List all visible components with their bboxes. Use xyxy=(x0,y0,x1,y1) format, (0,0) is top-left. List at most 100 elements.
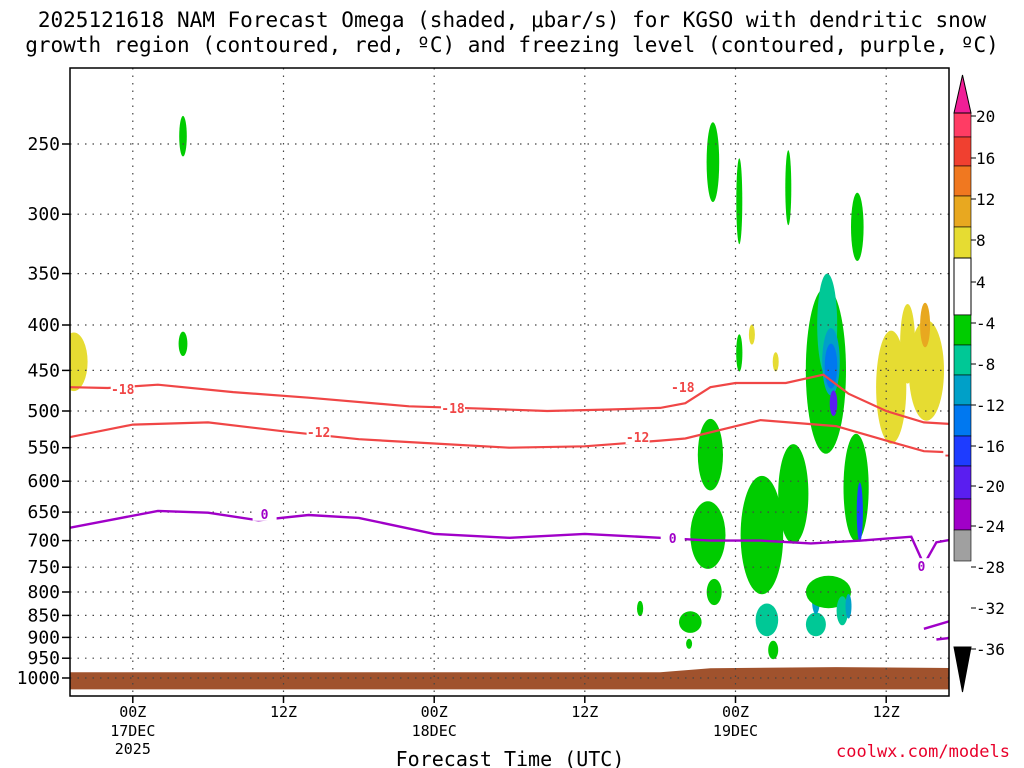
colorbar-seg-13 xyxy=(953,529,972,562)
dgz-label-minus12-a: -12 xyxy=(307,426,330,441)
colorbar-label-1: 16 xyxy=(976,149,995,168)
colorbar-seg-10 xyxy=(953,435,972,467)
omega-cell-13 xyxy=(768,640,779,660)
colorbar-label-4: 4 xyxy=(976,273,986,292)
colorbar-label-6: -8 xyxy=(976,355,995,374)
chart-title-line2: growth region (contoured, red, ºC) and f… xyxy=(25,33,999,57)
x-tick-date-0: 17DEC xyxy=(110,722,155,740)
omega-cell-4 xyxy=(679,611,702,633)
y-tick-label-3: 400 xyxy=(27,315,60,336)
omega-cell-40 xyxy=(1007,276,1015,374)
colorbar-label-5: -4 xyxy=(976,314,995,333)
x-tick-label-4: 00Z xyxy=(722,703,749,721)
colorbar-seg-6 xyxy=(953,314,972,346)
freezing-label-c: 0 xyxy=(917,560,925,575)
freezing-label-c-bg xyxy=(909,558,934,574)
x-axis-label: Forecast Time (UTC) xyxy=(396,747,625,768)
omega-cell-8 xyxy=(697,418,724,491)
y-tick-label-6: 550 xyxy=(27,438,60,459)
dgz-label-minus18-b-bg xyxy=(441,399,465,415)
y-tick-label-5: 500 xyxy=(27,401,60,422)
omega-cell-30 xyxy=(70,332,88,392)
dgz-contour-minus18 xyxy=(70,373,949,425)
dgz-label-minus18-b: -18 xyxy=(441,402,465,417)
dgz-label-minus18-a-bg xyxy=(110,380,135,396)
omega-cell-2 xyxy=(706,122,720,202)
y-tick-label-15: 1000 xyxy=(17,668,60,689)
colorbar-seg-4 xyxy=(953,226,972,259)
omega-cell-24 xyxy=(836,596,848,626)
colorbar-label-8: -16 xyxy=(976,437,1005,456)
y-tick-label-1: 300 xyxy=(27,204,60,225)
y-tick-label-14: 950 xyxy=(27,648,60,669)
plot-frame xyxy=(69,67,950,697)
colorbar-label-10: -24 xyxy=(976,517,1005,536)
omega-cell-16 xyxy=(805,612,826,637)
dgz-contour-minus12 xyxy=(70,418,949,454)
freezing-label-b-bg xyxy=(660,529,685,545)
omega-cell-41 xyxy=(1017,0,1024,103)
omega-cell-22 xyxy=(824,343,838,389)
colorbar-top-arrow xyxy=(953,74,972,114)
x-tick-label-5: 12Z xyxy=(873,703,900,721)
y-tick-label-0: 250 xyxy=(27,134,60,155)
colorbar-label-7: -12 xyxy=(976,396,1005,415)
omega-cell-14 xyxy=(785,150,792,226)
y-tick-label-7: 600 xyxy=(27,471,60,492)
omega-cell-27 xyxy=(843,433,869,542)
dgz-label-minus18-a: -18 xyxy=(111,383,135,398)
omega-cell-9 xyxy=(736,158,743,245)
x-tick-date-2: 18DEC xyxy=(412,722,457,740)
y-tick-label-9: 700 xyxy=(27,531,60,552)
colorbar-label-9: -20 xyxy=(976,477,1005,496)
colorbar-seg-1 xyxy=(953,136,972,167)
omega-cell-1 xyxy=(178,331,188,356)
freezing-level-contour-lower xyxy=(923,620,949,630)
colorbar-seg-0 xyxy=(953,112,972,138)
omega-cell-32 xyxy=(772,352,779,372)
omega-cell-3 xyxy=(706,578,722,606)
freezing-label-a: 0 xyxy=(261,508,269,523)
omega-cell-12 xyxy=(755,603,779,637)
omega-cell-0 xyxy=(179,115,187,157)
colorbar-label-2: 12 xyxy=(976,190,995,209)
y-tick-label-4: 450 xyxy=(27,360,60,381)
y-tick-label-10: 750 xyxy=(27,557,60,578)
colorbar-seg-5 xyxy=(953,257,972,316)
y-tick-label-12: 850 xyxy=(27,605,60,626)
colorbar-seg-8 xyxy=(953,374,972,406)
omega-cell-28 xyxy=(856,482,863,542)
dgz-label-minus12-c-bg xyxy=(943,446,949,462)
omega-cell-25 xyxy=(845,593,852,619)
dgz-label-minus12-a-bg xyxy=(306,424,331,439)
omega-cell-10 xyxy=(736,334,743,372)
x-tick-year-0: 2025 xyxy=(115,740,151,758)
colorbar-label-12: -32 xyxy=(976,599,1005,618)
x-tick-date-4: 19DEC xyxy=(713,722,758,740)
x-tick-label-2: 00Z xyxy=(421,703,448,721)
colorbar-seg-3 xyxy=(953,195,972,228)
y-tick-label-11: 800 xyxy=(27,582,60,603)
colorbar-label-11: -28 xyxy=(976,558,1005,577)
freezing-label-a-bg xyxy=(252,505,277,521)
omega-cell-26 xyxy=(851,192,864,261)
colorbar-seg-2 xyxy=(953,165,972,197)
dgz-label-minus12-b: -12 xyxy=(626,431,649,446)
colorbar-seg-7 xyxy=(953,344,972,376)
dgz-label-minus12-c: -12 xyxy=(944,449,967,464)
x-tick-label-3: 12Z xyxy=(571,703,598,721)
omega-cell-23 xyxy=(829,390,838,417)
watermark: coolwx.com/models xyxy=(836,742,1010,762)
colorbar-seg-11 xyxy=(953,465,972,500)
omega-cell-6 xyxy=(686,638,693,649)
colorbar-seg-12 xyxy=(953,498,972,531)
omega-cell-15 xyxy=(778,444,809,544)
ground-surface xyxy=(70,667,949,690)
omega-cell-11 xyxy=(740,475,784,595)
dgz-label-minus12-b-bg xyxy=(625,429,650,445)
omega-cell-7 xyxy=(690,501,726,569)
y-tick-label-8: 650 xyxy=(27,502,60,523)
omega-cell-5 xyxy=(637,600,644,617)
y-tick-label-2: 350 xyxy=(27,264,60,285)
